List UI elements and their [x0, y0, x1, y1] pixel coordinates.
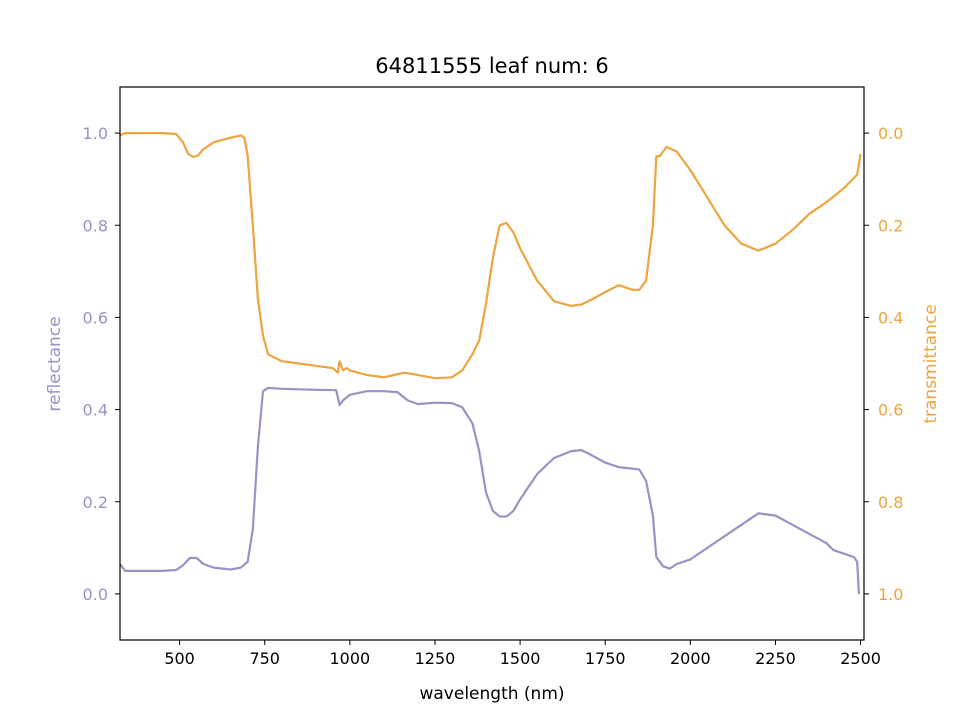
x-tick-label: 1750 [585, 649, 626, 668]
y-tick-label-left: 0.4 [83, 401, 108, 420]
y-axis-right: 0.0 0.2 0.4 0.6 0.8 1.0 [864, 124, 903, 604]
chart-title: 64811555 leaf num: 6 [375, 54, 608, 78]
x-tick-label: 500 [164, 649, 195, 668]
series-line-reflectance [119, 386, 860, 594]
y-tick-label-left: 0.2 [83, 493, 108, 512]
series-line-transmittance [119, 132, 862, 380]
y-tick-label-left: 0.8 [83, 216, 108, 235]
x-tick-label: 2500 [840, 649, 881, 668]
y-tick-label-left: 0.6 [83, 308, 108, 327]
y-tick-label-right: 1.0 [878, 585, 903, 604]
y-tick-label-right: 0.2 [878, 216, 903, 235]
x-tick-label: 2000 [670, 649, 711, 668]
axes-frame [119, 86, 865, 641]
y-tick-label-right: 0.0 [878, 124, 903, 143]
x-tick-label: 1250 [415, 649, 456, 668]
y-tick-label-left: 0.0 [83, 585, 108, 604]
x-tick-label: 2250 [755, 649, 796, 668]
y-axis-label-right: transmittance [921, 304, 941, 423]
y-tick-label-right: 0.8 [878, 493, 903, 512]
x-tick-label: 1000 [329, 649, 370, 668]
y-tick-label-left: 1.0 [83, 124, 108, 143]
plot-area [119, 132, 862, 594]
y-axis-left: 0.0 0.2 0.4 0.6 0.8 1.0 [83, 124, 120, 604]
x-tick-label: 1500 [500, 649, 541, 668]
y-tick-label-right: 0.6 [878, 401, 903, 420]
x-axis-label: wavelength (nm) [419, 684, 564, 704]
x-tick-label: 750 [249, 649, 280, 668]
y-tick-label-right: 0.4 [878, 308, 903, 327]
x-axis: 500 750 1000 1250 1500 1750 2000 2250 2500 [164, 640, 881, 668]
y-axis-label-left: reflectance [45, 316, 65, 411]
